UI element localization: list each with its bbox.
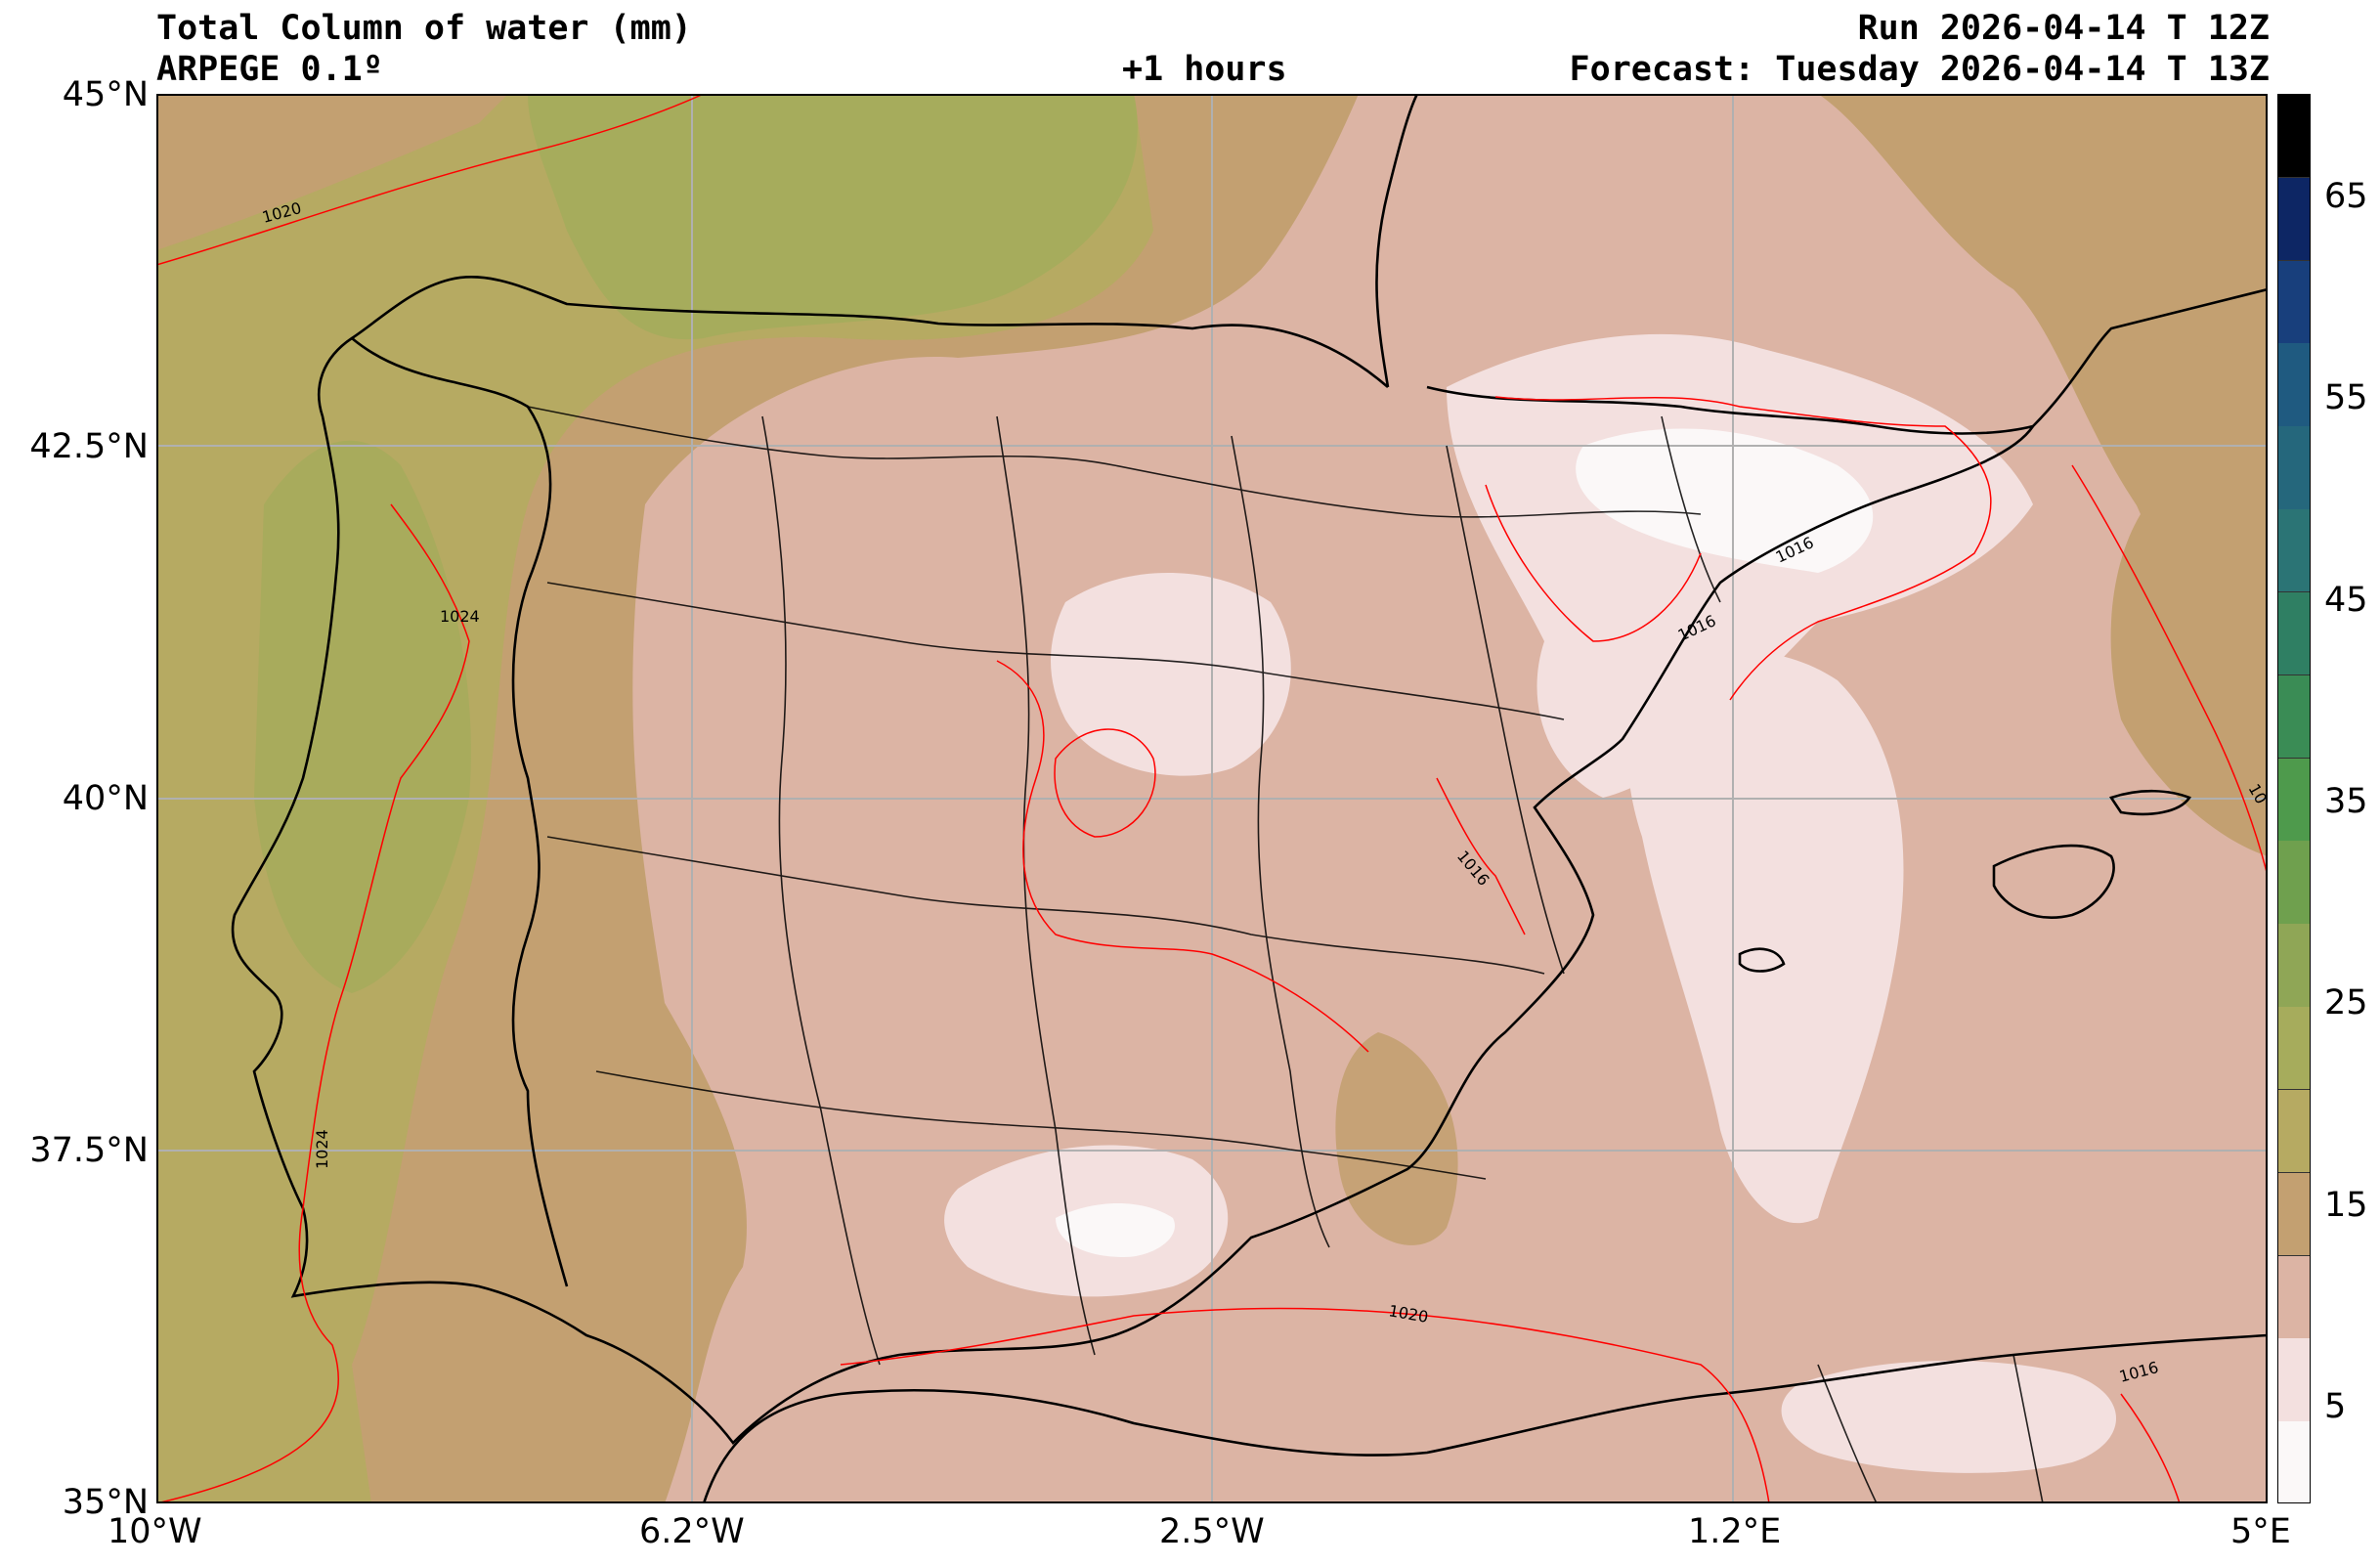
mediterranean-brown-zone [2080, 339, 2268, 857]
balearic-sea-light-zone [1627, 651, 1904, 1224]
map-frame [156, 94, 2268, 1503]
lat-label: 40°N [62, 779, 149, 818]
lon-label: 1.2°E [1688, 1512, 1782, 1551]
france-coastline [1375, 94, 1419, 388]
map-panel[interactable]: 1020 1024 1016 1016 1016 1024 1020 1016 … [156, 94, 2268, 1503]
map-title: Total Column of water (mm) [156, 9, 692, 48]
iberia-coastline [231, 276, 2268, 1445]
colorbar-band [2277, 1337, 2311, 1421]
lat-label: 37.5°N [29, 1131, 149, 1170]
colorbar-band [2277, 1088, 2311, 1173]
colorbar-tick-label: 55 [2324, 378, 2368, 417]
colorbar-band [2277, 508, 2311, 592]
colorbar-band [2277, 259, 2311, 343]
colorbar-band [2277, 1006, 2311, 1090]
lon-label: 2.5°W [1159, 1512, 1265, 1551]
isobars [156, 94, 2268, 1503]
lon-label: 6.2°W [639, 1512, 745, 1551]
lat-label: 35°N [62, 1483, 149, 1522]
colorbar-band [2277, 674, 2311, 759]
model-label: ARPEGE 0.1º [156, 50, 383, 89]
isobar-1016-valencia [1436, 777, 1526, 935]
lat-label: 45°N [62, 75, 149, 114]
alboran-brown-zone [1335, 1032, 1458, 1245]
colorbar [2277, 94, 2311, 1504]
betic-white-zone [1056, 1203, 1175, 1257]
isobar-1016-east [2071, 464, 2268, 877]
ibiza [1738, 947, 1786, 973]
colorbar-band [2277, 94, 2311, 178]
colorbar-tick-label: 65 [2324, 177, 2368, 216]
atlantic-green-zone [528, 94, 1138, 340]
lat-label: 42.5°N [29, 427, 149, 466]
isobar-1020-south [840, 1307, 1770, 1503]
run-label: Run 2026-04-14 T 12Z [1857, 9, 2270, 48]
colorbar-frame [2277, 94, 2311, 1503]
isobar-1024-portugal [156, 503, 470, 1503]
forecast-label: Forecast: Tuesday 2026-04-14 T 13Z [1569, 50, 2270, 89]
colorbar-band [2277, 757, 2311, 841]
colorbar-band [2277, 1254, 2311, 1338]
colorbar-band [2277, 1171, 2311, 1256]
menorca [2108, 789, 2191, 816]
isobar-1020-north [156, 94, 705, 266]
graticule [156, 94, 2268, 1503]
portugal-border [351, 337, 569, 1287]
mallorca [1992, 844, 2115, 919]
colorbar-band [2277, 590, 2311, 675]
isobar-1016-ebro [1494, 396, 1992, 701]
isobar-1016-africa [2120, 1393, 2181, 1503]
north-africa-coastline [702, 1333, 2268, 1503]
colorbar-tick-label: 35 [2324, 782, 2368, 821]
colorbar-band [2277, 342, 2311, 426]
colorbar-tick-label: 45 [2324, 581, 2368, 620]
colorbar-tick-label: 15 [2324, 1186, 2368, 1225]
isobar-1016-ebro-loop [1485, 484, 1702, 642]
admin-borders [527, 406, 2044, 1503]
colorbar-band [2277, 1420, 2311, 1504]
lead-time-label: +1 hours [1122, 50, 1287, 89]
lon-label: 10°W [108, 1512, 202, 1551]
colorbar-band [2277, 425, 2311, 509]
central-light-zone [1051, 573, 1291, 776]
colorbar-band [2277, 923, 2311, 1007]
colorbar-band [2277, 176, 2311, 261]
atlas-light-zone [1781, 1361, 2116, 1473]
isobar-label: 1024 [440, 607, 480, 626]
isobar-1016-central [996, 660, 1369, 1053]
isobar-1016-center-loop [1054, 728, 1156, 838]
colorbar-band [2277, 840, 2311, 924]
isobar-label: 1024 [313, 1129, 331, 1169]
portugal-green-zone [254, 440, 471, 993]
lon-label: 5°E [2230, 1512, 2291, 1551]
colorbar-tick-label: 5 [2324, 1387, 2347, 1426]
colorbar-tick-label: 25 [2324, 983, 2368, 1022]
